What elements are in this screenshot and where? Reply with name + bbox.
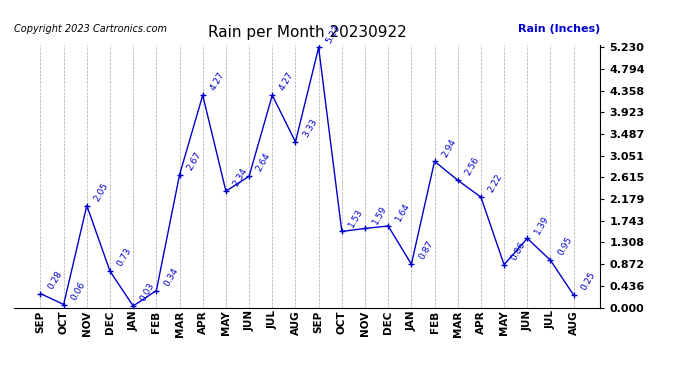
Text: 0.73: 0.73 <box>115 246 133 268</box>
Text: 3.33: 3.33 <box>301 117 319 139</box>
Text: 4.27: 4.27 <box>278 71 295 92</box>
Text: 2.67: 2.67 <box>185 150 203 172</box>
Text: 1.59: 1.59 <box>371 204 388 226</box>
Text: 2.56: 2.56 <box>463 156 481 177</box>
Text: 0.25: 0.25 <box>579 270 597 292</box>
Text: 0.03: 0.03 <box>139 281 157 303</box>
Text: 2.94: 2.94 <box>440 137 458 159</box>
Text: 0.87: 0.87 <box>417 240 435 261</box>
Text: 2.22: 2.22 <box>486 173 504 194</box>
Text: 2.05: 2.05 <box>92 181 110 203</box>
Text: Copyright 2023 Cartronics.com: Copyright 2023 Cartronics.com <box>14 24 167 34</box>
Text: 0.86: 0.86 <box>510 240 528 262</box>
Text: 0.28: 0.28 <box>46 269 63 291</box>
Text: Rain (Inches): Rain (Inches) <box>518 24 600 34</box>
Text: 0.34: 0.34 <box>162 266 179 288</box>
Text: 2.34: 2.34 <box>231 166 249 188</box>
Text: 2.64: 2.64 <box>255 152 273 174</box>
Text: 1.39: 1.39 <box>533 214 551 236</box>
Text: 1.64: 1.64 <box>394 201 411 223</box>
Text: 4.27: 4.27 <box>208 71 226 92</box>
Text: 0.06: 0.06 <box>69 280 87 302</box>
Text: 5.23: 5.23 <box>324 23 342 45</box>
Text: 0.95: 0.95 <box>556 236 574 258</box>
Text: 1.53: 1.53 <box>347 207 365 229</box>
Title: Rain per Month 20230922: Rain per Month 20230922 <box>208 25 406 40</box>
